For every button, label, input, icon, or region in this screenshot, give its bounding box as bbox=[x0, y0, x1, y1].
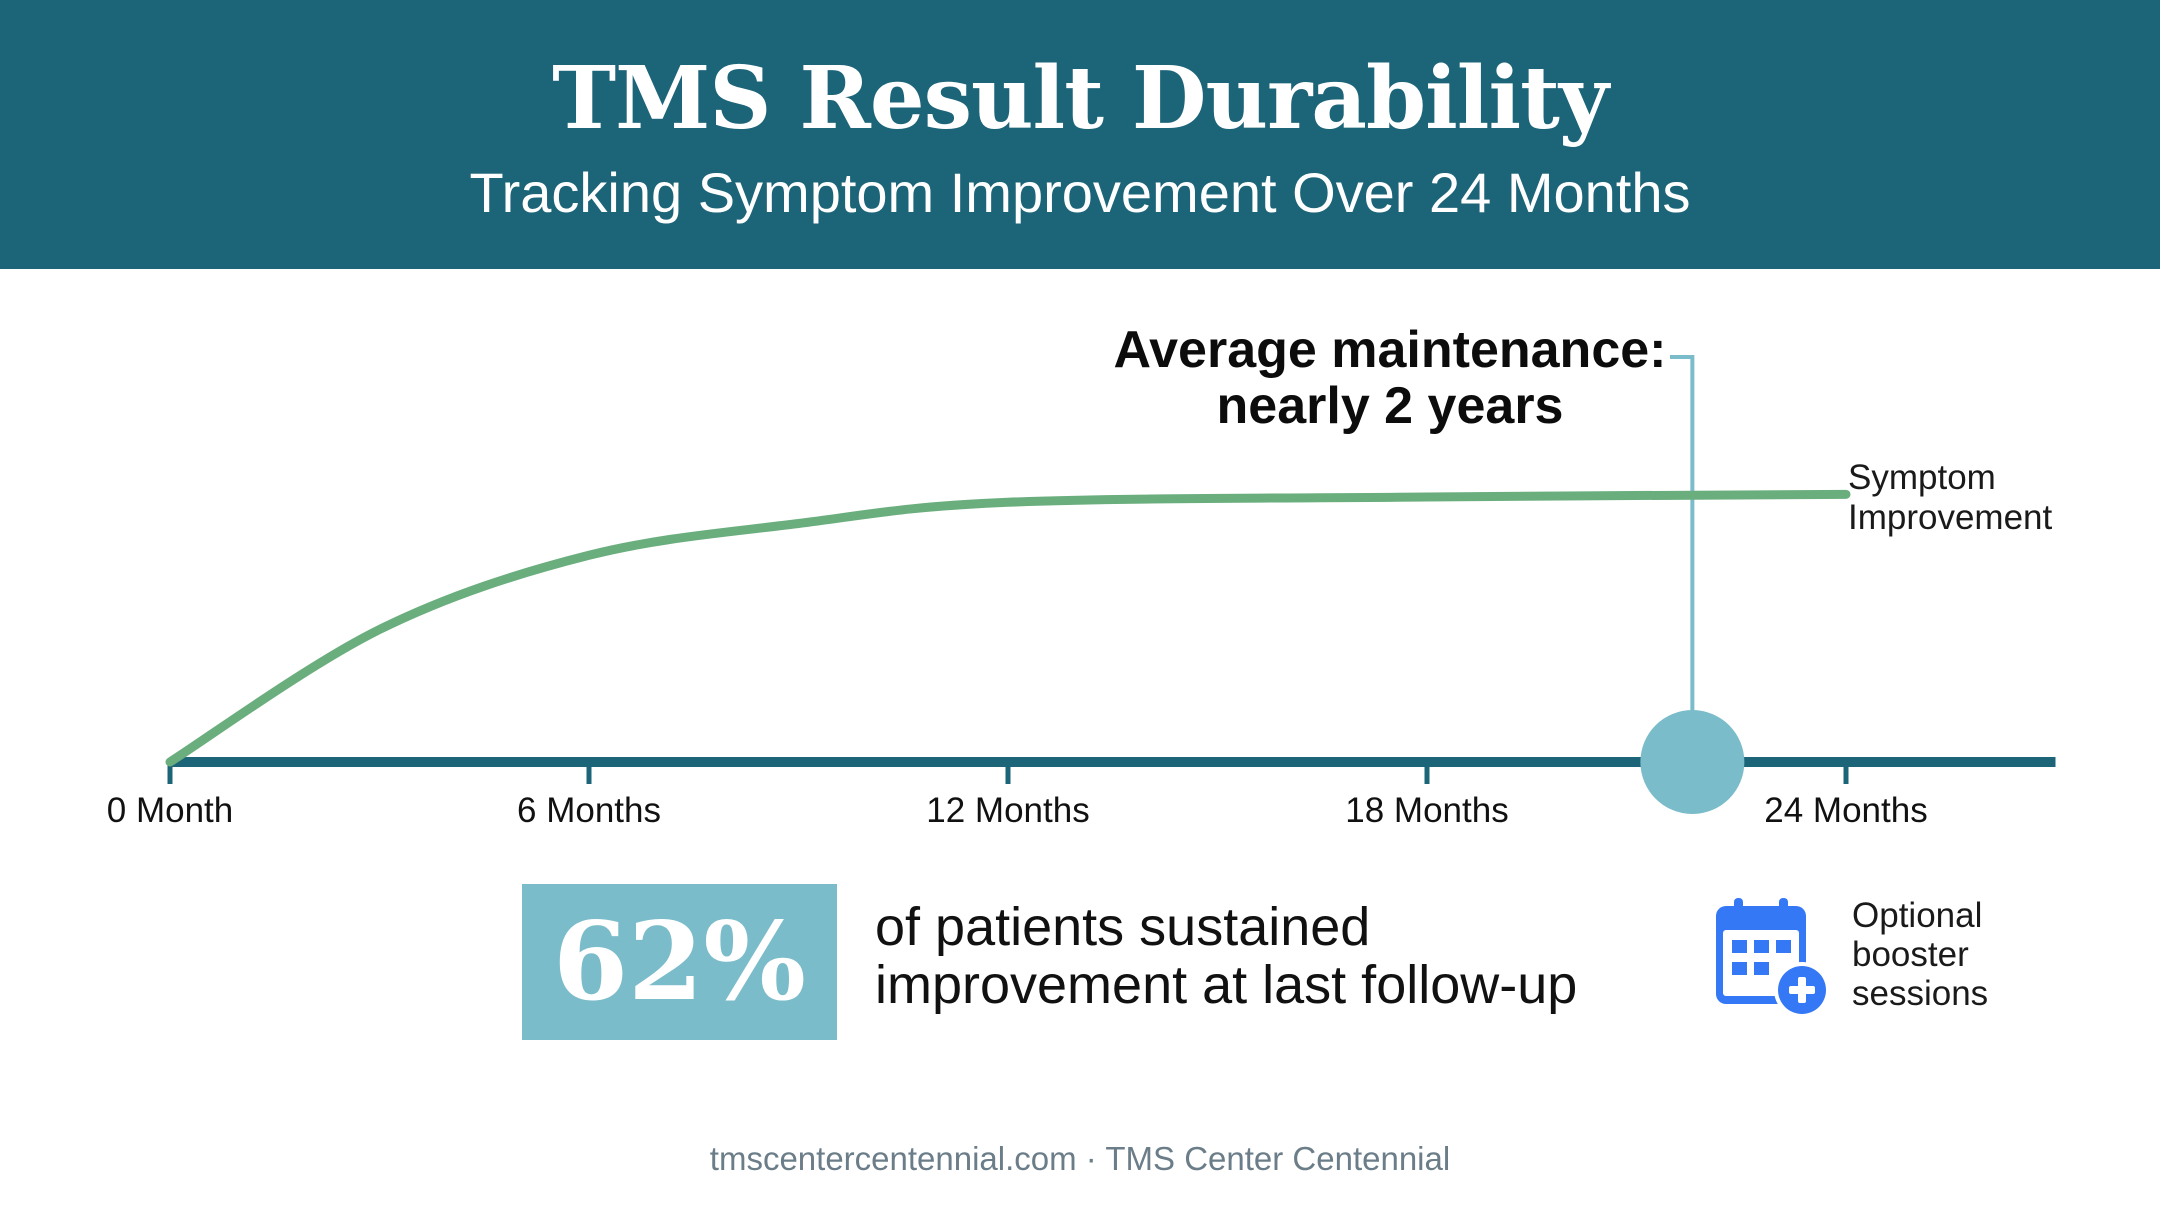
page-title: TMS Result Durability bbox=[552, 48, 1609, 149]
x-tick-label: 12 Months bbox=[926, 791, 1089, 830]
footer-attribution: tmscentercentennial.com · TMS Center Cen… bbox=[709, 1140, 1451, 1177]
booster-line-2: booster bbox=[1852, 935, 1969, 974]
booster-sessions-label: Optional booster sessions bbox=[1852, 896, 1988, 1013]
series-label-line-2: Improvement bbox=[1848, 498, 2053, 537]
x-tick-label: 18 Months bbox=[1345, 791, 1508, 830]
annotation-connector-line bbox=[1670, 355, 1695, 752]
stat-line-2: improvement at last follow-up bbox=[875, 955, 1578, 1015]
page-subtitle: Tracking Symptom Improvement Over 24 Mon… bbox=[469, 161, 1691, 224]
annotation-marker bbox=[1640, 710, 1745, 814]
x-tick-label: 0 Month bbox=[107, 791, 233, 830]
stat-percentage-box: 62% bbox=[522, 884, 837, 1040]
booster-line-1: Optional bbox=[1852, 896, 1983, 935]
series-label: Symptom Improvement bbox=[1848, 458, 2052, 538]
stat-description: of patients sustained improvement at las… bbox=[875, 898, 1577, 1014]
callout-line-1: Average maintenance: bbox=[1113, 321, 1667, 379]
stat-line-1: of patients sustained bbox=[875, 897, 1371, 957]
calendar-plus-icon bbox=[1716, 898, 1830, 1018]
booster-line-3: sessions bbox=[1852, 974, 1989, 1013]
maintenance-callout: Average maintenance: nearly 2 years bbox=[980, 322, 1800, 434]
series-label-line-1: Symptom bbox=[1848, 458, 1996, 497]
x-tick-label: 24 Months bbox=[1764, 791, 1927, 830]
series-line-symptom-improvement bbox=[165, 489, 1851, 767]
x-tick-label: 6 Months bbox=[517, 791, 661, 830]
callout-line-2: nearly 2 years bbox=[1216, 377, 1564, 435]
header-banner: TMS Result Durability Tracking Symptom I… bbox=[0, 0, 2160, 269]
